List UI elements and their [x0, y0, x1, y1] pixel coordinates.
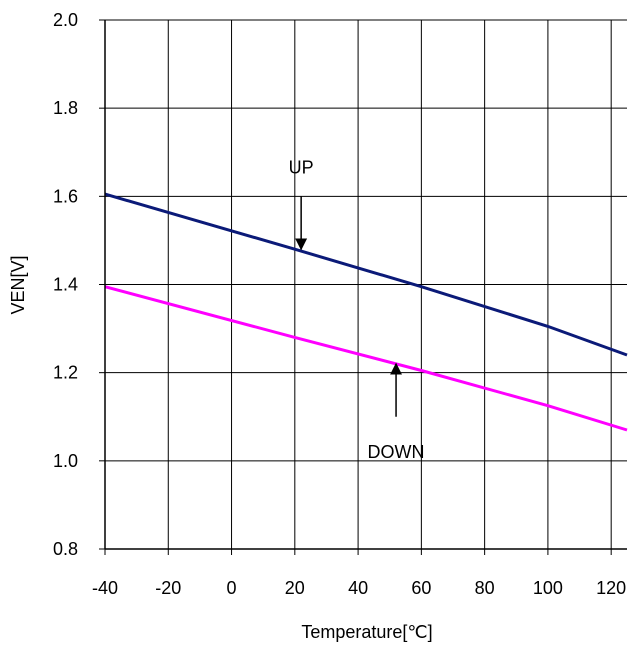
x-tick-label: -20: [155, 578, 181, 598]
annotation-label-up: UP: [289, 158, 314, 178]
series-line-up: [104, 192, 628, 357]
x-tick-label: 80: [475, 578, 495, 598]
x-tick-label: 20: [285, 578, 305, 598]
x-tick-label: 0: [227, 578, 237, 598]
series-line-down: [104, 285, 628, 432]
series-layer: [104, 192, 628, 432]
x-tick-label: 100: [533, 578, 563, 598]
y-tick-label: 1.0: [53, 451, 78, 471]
annotation-label-down: DOWN: [368, 442, 425, 462]
x-axis-title: Temperature[℃]: [301, 622, 432, 642]
annotation-layer: UP DOWN: [289, 158, 425, 462]
grid: [104, 19, 627, 550]
x-tick-label: -40: [92, 578, 118, 598]
x-tick-label: 60: [411, 578, 431, 598]
x-tick-label: 40: [348, 578, 368, 598]
axes: [99, 19, 627, 555]
y-tick-label: 1.6: [53, 186, 78, 206]
tick-labels: -40 -20 0 20 40 60 80 100 120 0.8 1.0 1.2 1.4 1.6 1.8 2…: [53, 10, 626, 598]
y-tick-label: 1.2: [53, 363, 78, 383]
y-axis-title: VEN[V]: [8, 255, 28, 314]
y-tick-label: 1.4: [53, 275, 78, 295]
y-tick-label: 1.8: [53, 98, 78, 118]
y-tick-label: 2.0: [53, 10, 78, 30]
y-tick-label: 0.8: [53, 539, 78, 559]
x-tick-label: 120: [596, 578, 626, 598]
